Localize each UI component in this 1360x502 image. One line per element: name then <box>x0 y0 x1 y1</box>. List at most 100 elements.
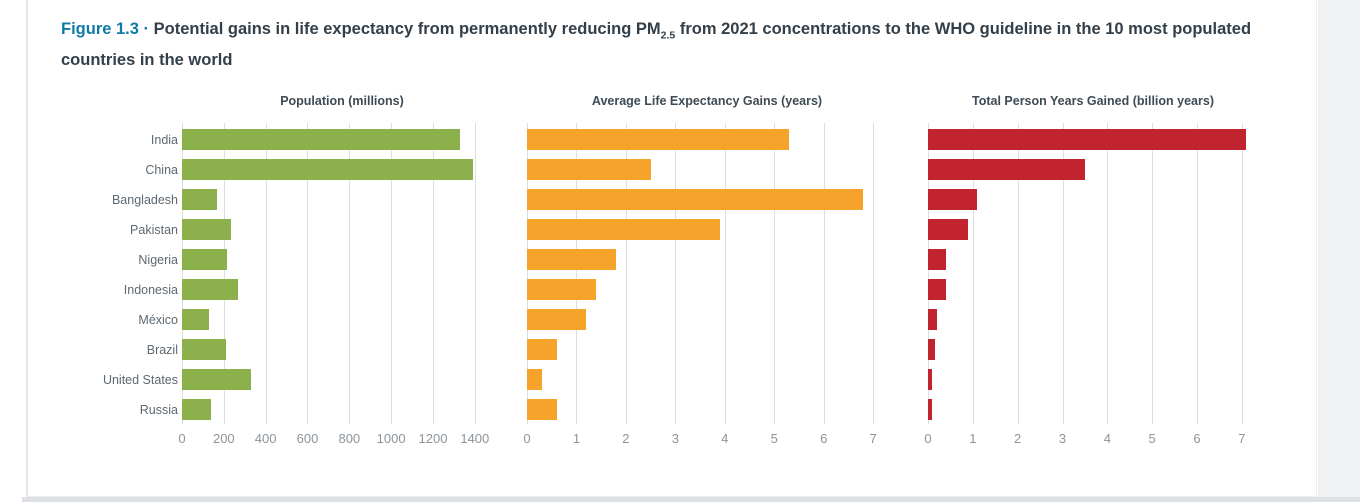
pm25-subscript: 2.5 <box>660 29 676 42</box>
country-label: India <box>150 133 178 147</box>
axis-tick-label: 800 <box>338 431 361 446</box>
population-chart-axis: 0 200 400 600 800 1000 1200 1400 <box>178 431 502 447</box>
bar-russia <box>928 399 933 420</box>
gridline <box>873 123 875 424</box>
figure-card: Figure 1.3 · Potential gains in life exp… <box>26 0 1317 497</box>
gridline <box>474 123 476 424</box>
axis-tick-label: 3 <box>1058 431 1067 446</box>
bar-india <box>182 129 461 150</box>
gridline <box>675 123 677 424</box>
axis-tick-label: 4 <box>1103 431 1111 446</box>
gridline <box>928 123 929 424</box>
figure-title-text-post: from 2021 concentrations to the WHO guid… <box>61 20 1252 70</box>
axis-tick-label: 1 <box>572 431 581 446</box>
gridline <box>823 123 825 424</box>
country-label: Pakistan <box>130 223 178 237</box>
bar-india <box>928 129 1247 150</box>
bar-indonesia <box>182 279 239 300</box>
gridline <box>391 123 393 424</box>
axis-tick-label: 1200 <box>418 431 448 446</box>
bar-bangladesh <box>527 189 864 210</box>
figure-title-text-pre: Potential gains in life expectancy from … <box>153 20 661 38</box>
gridline <box>1152 123 1154 424</box>
axis-tick-label: 4 <box>721 431 729 446</box>
axis-tick-label: 5 <box>770 431 778 446</box>
charts-area: India China Bangladesh Pakistan Nigeria Indon… <box>28 94 1316 461</box>
population-chart <box>182 123 502 424</box>
bar-bangladesh <box>182 189 217 210</box>
gridline <box>576 123 578 424</box>
gridline <box>724 123 726 424</box>
life-expectancy-chart-title: Average Life Expectancy Gains (years) <box>591 94 823 108</box>
bar-china <box>928 159 1085 180</box>
person-years-chart-title: Total Person Years Gained (billion years… <box>972 94 1214 108</box>
figure-title: Figure 1.3 · Potential gains in life exp… <box>61 17 1266 73</box>
bar-brazil <box>928 339 935 360</box>
person-years-chart-axis: 0 1 2 3 4 5 6 7 <box>924 431 1258 447</box>
gridline <box>774 123 776 424</box>
gridline <box>527 123 528 424</box>
bar-pakistan <box>182 219 232 240</box>
country-label: Nigeria <box>138 253 178 267</box>
axis-tick-label: 0 <box>178 431 186 446</box>
gridline <box>625 123 627 424</box>
gridline <box>972 123 974 424</box>
bar-indonesia <box>928 279 946 300</box>
country-label: Russia <box>139 403 178 417</box>
bar-russia <box>527 399 557 420</box>
axis-tick-label: 7 <box>1238 431 1246 446</box>
axis-tick-label: 3 <box>671 431 679 446</box>
bar-united-states <box>527 369 542 390</box>
axis-tick-label: 2 <box>622 431 630 446</box>
axis-tick-label: 200 <box>212 431 235 446</box>
country-label: México <box>138 313 178 327</box>
axis-tick-label: 400 <box>254 431 277 446</box>
figure-number: Figure 1.3 <box>61 20 139 38</box>
person-years-chart <box>928 123 1258 424</box>
bar-nigeria <box>182 249 227 270</box>
bar-mexico <box>182 309 210 330</box>
bar-united-states <box>182 369 252 390</box>
gridline <box>349 123 351 424</box>
axis-tick-label: 6 <box>1193 431 1201 446</box>
axis-tick-label: 0 <box>924 431 932 446</box>
life-expectancy-chart-axis: 0 1 2 3 4 5 6 7 <box>523 431 887 447</box>
axis-tick-label: 5 <box>1148 431 1156 446</box>
bar-brazil <box>182 339 226 360</box>
gridline <box>1107 123 1109 424</box>
country-label: Brazil <box>146 343 178 357</box>
gridline <box>223 123 225 424</box>
gridline <box>307 123 309 424</box>
bar-china <box>527 159 651 180</box>
axis-tick-label: 7 <box>869 431 877 446</box>
axis-tick-label: 6 <box>820 431 828 446</box>
page-background-bottom <box>22 497 1360 502</box>
axis-tick-label: 1000 <box>376 431 406 446</box>
figure-title-separator: · <box>138 20 154 38</box>
gridline <box>1017 123 1019 424</box>
population-chart-title: Population (millions) <box>280 94 404 108</box>
axis-tick-label: 1 <box>969 431 977 446</box>
country-labels-column: India China Bangladesh Pakistan Nigeria Indon… <box>28 125 178 425</box>
bar-pakistan <box>527 219 720 240</box>
page-background-right <box>1318 0 1360 497</box>
gridline <box>1241 123 1243 424</box>
bar-mexico <box>928 309 937 330</box>
country-label: China <box>145 163 178 177</box>
country-label: United States <box>102 373 178 387</box>
bar-indonesia <box>527 279 597 300</box>
life-expectancy-chart <box>527 123 887 424</box>
gridline <box>265 123 267 424</box>
bar-brazil <box>527 339 557 360</box>
gridline <box>432 123 434 424</box>
bar-china <box>182 159 473 180</box>
axis-tick-label: 1400 <box>460 431 490 446</box>
bar-india <box>527 129 790 150</box>
bar-nigeria <box>527 249 616 270</box>
gridline <box>1197 123 1199 424</box>
bar-bangladesh <box>928 189 978 210</box>
axis-tick-label: 0 <box>523 431 531 446</box>
bar-united-states <box>928 369 933 390</box>
bar-pakistan <box>928 219 969 240</box>
bar-nigeria <box>928 249 946 270</box>
